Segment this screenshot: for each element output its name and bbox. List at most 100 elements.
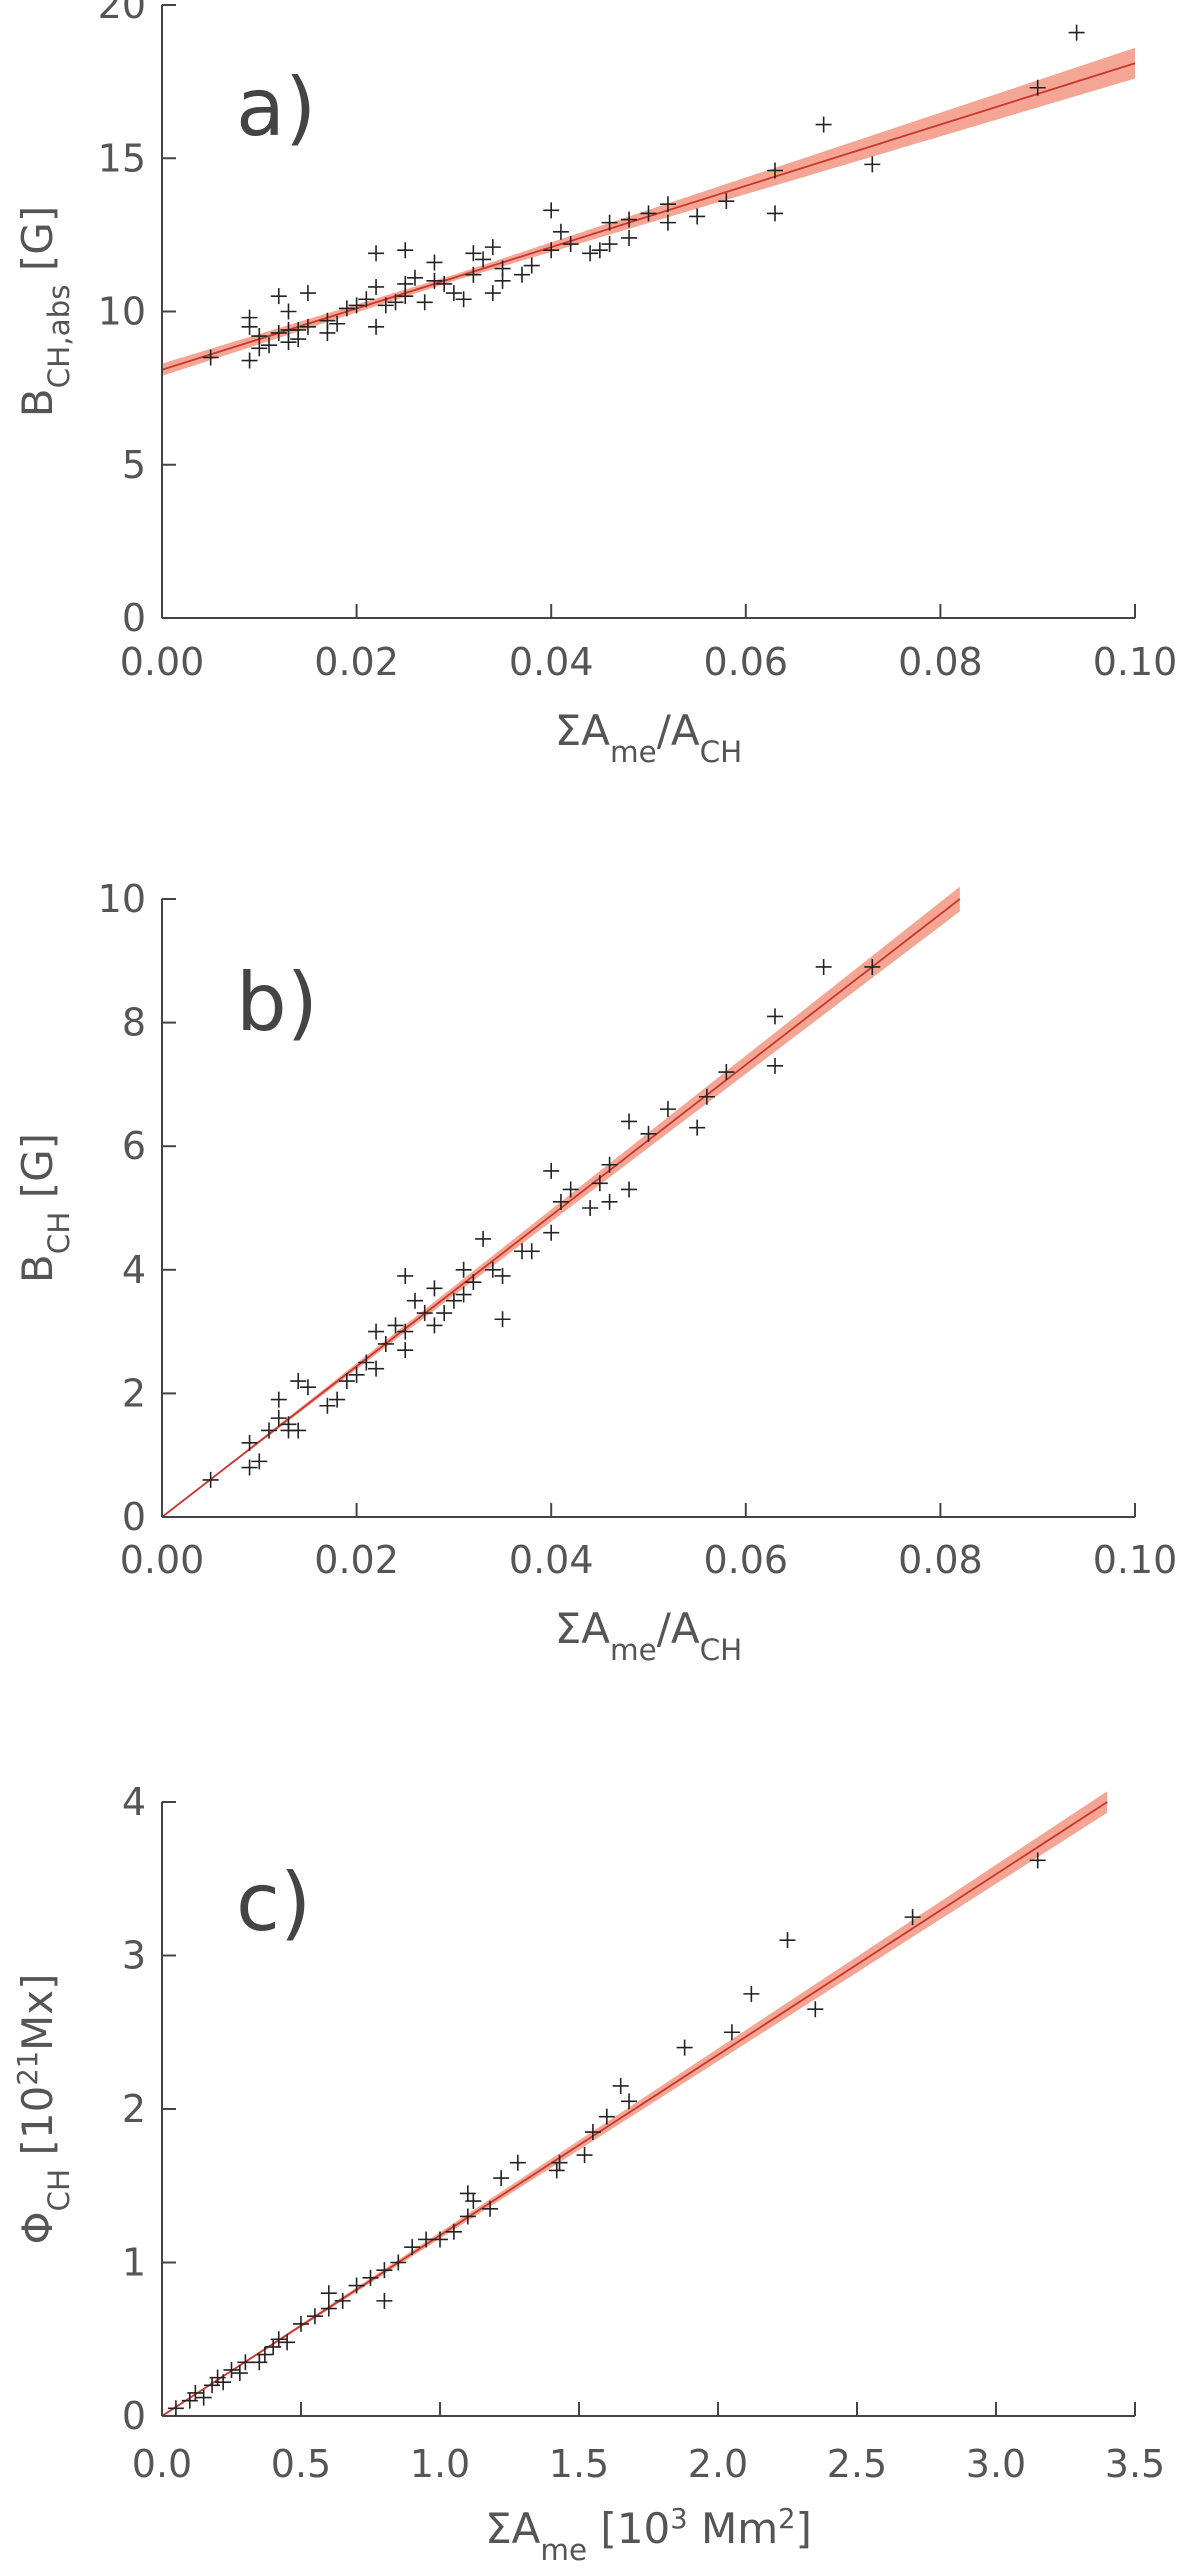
y-tick-label: 0 bbox=[122, 596, 146, 640]
x-tick-label: 0.02 bbox=[314, 1538, 399, 1582]
data-point bbox=[465, 1274, 482, 1291]
data-point bbox=[612, 2077, 629, 2094]
y-tick-label: 5 bbox=[122, 443, 146, 487]
data-point bbox=[621, 229, 638, 246]
data-point bbox=[358, 1354, 375, 1371]
data-point bbox=[397, 275, 414, 292]
data-point bbox=[523, 1243, 540, 1260]
data-point bbox=[270, 1410, 287, 1427]
data-point bbox=[261, 337, 278, 354]
data-point bbox=[601, 214, 618, 231]
data-point bbox=[329, 315, 346, 332]
y-tick-label: 1 bbox=[122, 2241, 146, 2285]
data-point bbox=[279, 2334, 296, 2351]
data-point bbox=[723, 2024, 740, 2041]
data-point bbox=[591, 1175, 608, 1192]
y-tick-label: 20 bbox=[98, 0, 146, 27]
data-point bbox=[426, 1317, 443, 1334]
data-point bbox=[237, 2354, 254, 2371]
y-tick-label: 15 bbox=[98, 136, 146, 180]
data-point bbox=[582, 1200, 599, 1216]
data-point bbox=[270, 2331, 287, 2348]
data-point bbox=[241, 352, 258, 369]
x-tick-label: 0.08 bbox=[898, 1538, 983, 1582]
x-tick-label: 2.5 bbox=[827, 2442, 887, 2486]
data-point bbox=[397, 242, 414, 259]
data-point bbox=[465, 2193, 482, 2210]
data-point bbox=[362, 2269, 379, 2286]
data-point bbox=[484, 239, 501, 256]
data-point bbox=[552, 1193, 569, 1210]
data-point bbox=[397, 1342, 414, 1359]
data-point bbox=[494, 1267, 511, 1284]
x-axis-label-part: me bbox=[610, 735, 657, 769]
data-point bbox=[718, 1064, 735, 1081]
data-point bbox=[299, 318, 316, 335]
data-point bbox=[807, 2001, 824, 2018]
data-point bbox=[640, 1125, 657, 1142]
x-tick-label: 1.0 bbox=[410, 2442, 470, 2486]
data-point bbox=[494, 260, 511, 277]
data-point bbox=[390, 2254, 407, 2271]
data-point bbox=[779, 1932, 796, 1949]
data-point bbox=[251, 328, 268, 345]
data-point bbox=[293, 2315, 309, 2332]
data-point bbox=[416, 294, 433, 311]
x-axis-label-part: 3 bbox=[670, 2504, 687, 2535]
y-axis-label: ΦCH [1021Mx] bbox=[13, 1973, 77, 2244]
data-point bbox=[509, 2154, 526, 2171]
x-tick-label: 0.04 bbox=[509, 640, 594, 684]
data-point bbox=[348, 1366, 365, 1383]
data-point bbox=[718, 193, 735, 210]
data-point bbox=[484, 1261, 501, 1278]
y-axis-label-part: CH bbox=[42, 2169, 76, 2212]
x-tick-label: 0.00 bbox=[120, 640, 205, 684]
data-point bbox=[426, 1280, 443, 1297]
data-point bbox=[659, 214, 676, 231]
x-axis-label-part: /A bbox=[657, 706, 700, 755]
x-axis-label-part: me bbox=[540, 2533, 587, 2567]
data-point bbox=[445, 2223, 462, 2240]
data-point bbox=[523, 257, 540, 274]
x-tick-label: 3.0 bbox=[966, 2442, 1026, 2486]
data-point bbox=[202, 1471, 219, 1488]
y-tick-label: 0 bbox=[122, 2394, 146, 2438]
data-point bbox=[261, 1422, 278, 1439]
data-point bbox=[601, 236, 618, 253]
data-point bbox=[202, 349, 219, 366]
x-axis-label: ΣAme/ACH bbox=[555, 706, 743, 769]
data-point bbox=[320, 2300, 337, 2317]
data-point bbox=[338, 300, 355, 317]
y-axis-label-part: CH,abs bbox=[42, 284, 76, 388]
y-tick-label: 8 bbox=[122, 1001, 146, 1045]
y-axis-label-part: [G] bbox=[13, 206, 62, 285]
data-point bbox=[475, 1230, 492, 1247]
data-point bbox=[241, 1459, 258, 1476]
x-axis-label: ΣAme [103 Mm2] bbox=[485, 2504, 812, 2568]
data-point bbox=[436, 275, 453, 292]
data-point bbox=[621, 211, 638, 228]
data-point bbox=[551, 2154, 568, 2171]
data-point bbox=[689, 1119, 706, 1136]
data-point bbox=[368, 278, 385, 295]
x-tick-label: 0.5 bbox=[271, 2442, 331, 2486]
x-tick-label: 0.00 bbox=[120, 1538, 205, 1582]
data-point bbox=[698, 1088, 715, 1105]
data-point bbox=[290, 321, 307, 338]
data-point bbox=[676, 2039, 693, 2056]
data-point bbox=[436, 1305, 453, 1322]
data-point bbox=[743, 1985, 760, 2002]
data-point bbox=[319, 312, 336, 329]
data-point bbox=[387, 1317, 404, 1334]
data-point bbox=[543, 1162, 560, 1179]
x-tick-label: 0.06 bbox=[703, 1538, 788, 1582]
data-point bbox=[256, 2346, 273, 2363]
data-point bbox=[338, 1373, 355, 1390]
data-point bbox=[404, 2239, 421, 2256]
x-tick-label: 1.5 bbox=[549, 2442, 609, 2486]
y-axis-label-part: CH bbox=[42, 1212, 76, 1255]
data-point bbox=[348, 2277, 365, 2294]
